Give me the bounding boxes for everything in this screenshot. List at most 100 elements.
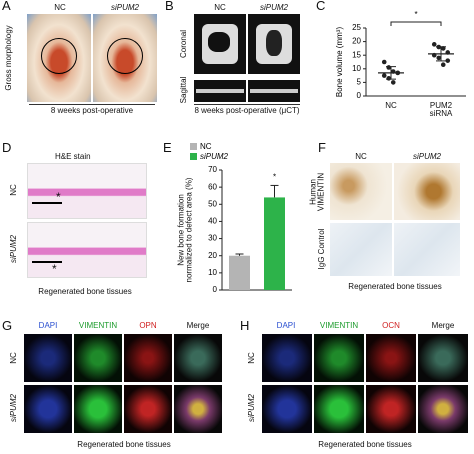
panel-letter: A	[2, 0, 11, 13]
y-tick-label: 40	[208, 217, 217, 226]
y-tick-label: 60	[208, 182, 217, 191]
annotation: *	[273, 173, 276, 182]
ct-image	[248, 14, 300, 74]
annotation: *	[414, 10, 417, 19]
stain-label: H&E stain	[55, 152, 91, 161]
data-point	[440, 62, 446, 68]
column-label: siPUM2	[110, 3, 140, 12]
column-label: OCN	[382, 321, 400, 330]
data-point	[381, 73, 387, 78]
fluor-image	[174, 385, 222, 433]
column-label: Merge	[186, 321, 210, 330]
y-tick-label: 50	[208, 199, 217, 208]
y-tick-label: 30	[208, 234, 217, 243]
y-tick-label: 20	[352, 37, 361, 46]
fluor-image	[418, 334, 468, 382]
data-point	[390, 80, 396, 85]
fluor-image	[74, 334, 122, 382]
y-tick-label: 10	[208, 268, 217, 277]
fluor-image	[366, 385, 416, 433]
ihc-image	[394, 163, 460, 220]
legend-swatch	[190, 153, 197, 160]
fluor-image	[314, 334, 364, 382]
row-label: Human VIMENTIN	[308, 172, 326, 212]
y-tick-label: 25	[352, 23, 361, 32]
column-label: Merge	[431, 321, 455, 330]
caption: Regenerated bone tissues	[77, 440, 171, 449]
row-label: NC	[8, 184, 18, 196]
caption: 8 weeks post-operative	[29, 104, 155, 115]
row-label: Gross morphology	[3, 25, 13, 91]
panel-letter: D	[2, 140, 12, 155]
y-tick-label: 10	[352, 64, 361, 73]
data-point	[381, 59, 387, 65]
row-label: siPUM2	[246, 393, 256, 423]
annotation: *	[56, 190, 61, 204]
data-point	[431, 42, 437, 47]
fluor-image	[262, 334, 312, 382]
data-point	[436, 55, 442, 61]
y-axis-label: Bone volume (mm³)	[335, 27, 344, 98]
plot: 0 5 10 15 20 25 Bone volume (mm³) *	[335, 10, 466, 100]
ct-image	[248, 80, 300, 102]
fluor-image	[262, 385, 312, 433]
row-label: NC	[8, 352, 18, 364]
photo	[27, 14, 91, 102]
row-label: NC	[246, 352, 256, 364]
chart: 0 5 10 15 20 25 Bone volume (mm³) * NC PUM2 siRNA	[316, 0, 474, 132]
ct-image	[194, 80, 246, 102]
row-label: Coronal	[178, 29, 188, 59]
column-label: DAPI	[38, 321, 58, 330]
column-label: OPN	[139, 321, 157, 330]
fluor-image	[366, 334, 416, 382]
row-label: IgG Control	[316, 228, 326, 270]
column-label: DAPI	[276, 321, 296, 330]
caption: Regenerated bone tissues	[38, 287, 132, 296]
fluor-image	[124, 385, 172, 433]
ihc-image	[394, 223, 460, 276]
bar	[264, 197, 285, 290]
column-label: siPUM2	[412, 152, 442, 161]
y-tick-label: 15	[352, 50, 361, 59]
he-image	[27, 163, 147, 219]
panel-letter: H	[240, 318, 250, 333]
significance-bracket	[390, 21, 442, 26]
row-label: Sagittal	[178, 76, 188, 104]
panel-letter: G	[2, 318, 13, 333]
fluor-image	[418, 385, 468, 433]
photo	[93, 14, 157, 102]
column-label: VIMENTIN	[78, 321, 118, 330]
data-point	[386, 65, 392, 70]
bar	[229, 255, 250, 290]
caption: Regenerated bone tissues	[348, 282, 442, 291]
x-tick-label: NC	[385, 101, 397, 110]
legend-swatch	[190, 143, 197, 150]
column-label: NC	[54, 3, 66, 12]
y-axis-label: New bone formation normalized to defect …	[176, 177, 194, 283]
fluor-image	[314, 385, 364, 433]
column-label: VIMENTIN	[319, 321, 359, 330]
column-label: siPUM2	[259, 3, 289, 12]
he-image	[27, 222, 147, 278]
chart: 0 10 20 30 40 50 60 70 NC siPUM2 * New bone formati…	[160, 140, 310, 302]
panel-letter: B	[165, 0, 174, 13]
y-tick-label: 70	[208, 165, 217, 174]
fluor-image	[124, 334, 172, 382]
panel-letter: F	[318, 140, 326, 155]
column-label: NC	[214, 3, 226, 12]
caption: 8 weeks post-operative (μCT)	[194, 104, 300, 115]
ihc-image	[330, 223, 392, 276]
y-tick-label: 0	[213, 285, 218, 294]
panel-letter: E	[163, 140, 172, 155]
fluor-image	[24, 385, 72, 433]
row-label: siPUM2	[8, 393, 18, 423]
data-point	[386, 76, 392, 81]
y-tick-label: 0	[357, 91, 362, 100]
ct-image	[194, 14, 246, 74]
fluor-image	[174, 334, 222, 382]
ihc-image	[330, 163, 392, 220]
y-tick-label: 20	[208, 251, 217, 260]
annotation: *	[52, 262, 57, 276]
